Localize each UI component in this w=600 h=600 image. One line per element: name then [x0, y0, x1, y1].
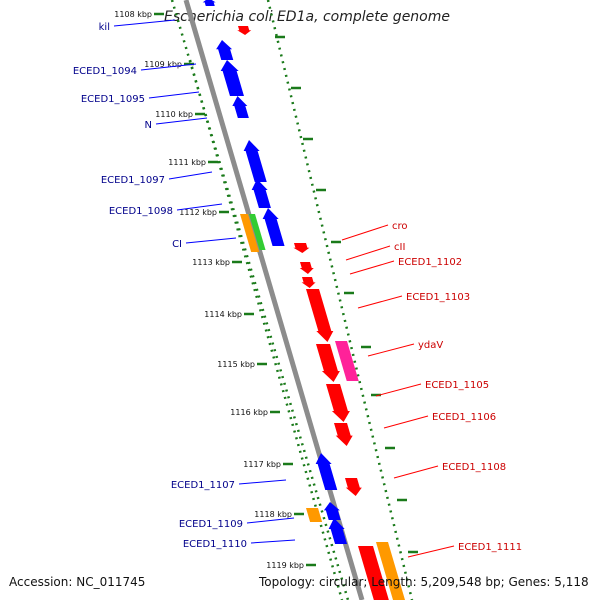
label-leader [367, 343, 415, 357]
gene-feature-eced1-1110 [328, 518, 348, 544]
gene-feature-eced1-1103 [306, 289, 334, 342]
gene-feature-eced1-1098 [251, 179, 271, 208]
tick-label: 1110 kbp [155, 110, 193, 119]
gene-label-right: ECED1_1103 [406, 292, 470, 303]
label-leader [349, 260, 395, 275]
gene-feature-eced1-1107 [315, 453, 338, 490]
label-leader [341, 224, 389, 241]
tick-label: 1118 kbp [254, 510, 292, 519]
label-leader [168, 171, 213, 180]
tick-label: 1109 kbp [144, 60, 182, 69]
gene-label-left: ECED1_1095 [81, 94, 145, 105]
gene-feature-cro [293, 243, 310, 253]
gene-feature-eced1-1108 [345, 478, 362, 496]
tick-label: 1119 kbp [266, 561, 304, 570]
gene-label-left: ECED1_1107 [171, 480, 235, 491]
tick-label: 1116 kbp [230, 408, 268, 417]
tick-label: 1114 kbp [204, 310, 242, 319]
gene-label-left: N [145, 120, 152, 131]
gene-feature-eced1-1097 [243, 140, 267, 182]
gene-feature-orange-b [306, 508, 323, 522]
gene-feature-eced1-1102 [301, 277, 316, 288]
tick-label: 1113 kbp [192, 258, 230, 267]
gene-label-right: ECED1_1108 [442, 462, 506, 473]
gene-feature-orange-c [376, 542, 406, 600]
label-leader [113, 19, 176, 27]
dotted-track-lines [170, 0, 414, 600]
label-leader [345, 245, 391, 261]
gene-feature-kil [202, 0, 216, 6]
gene-label-left: ECED1_1098 [109, 206, 173, 217]
gene-feature-eced1-1105 [326, 384, 350, 422]
gene-feature-n [232, 96, 249, 118]
topology-text: Topology: circular; Length: 5,209,548 bp… [259, 575, 589, 589]
gene-feature-eced1-1104 [316, 344, 340, 382]
label-leader [140, 63, 197, 71]
gene-label-left: kil [99, 22, 110, 33]
kbp-ticks: 1108 kbp 1109 kbp 1110 kbp 1111 kbp 1112 kbp… [114, 10, 418, 570]
gene-feature-ydav [335, 341, 359, 381]
label-leader [407, 545, 455, 558]
gene-label-left: CI [172, 239, 182, 250]
gene-label-left: ECED1_1110 [183, 539, 247, 550]
gene-feature-top-red [237, 26, 252, 35]
gene-label-right: cII [394, 242, 405, 253]
gene-label-left: ECED1_1097 [101, 175, 165, 186]
gene-label-right: ydaV [418, 340, 443, 351]
gene-feature-eced1-1094 [216, 40, 234, 60]
label-leader [238, 479, 287, 485]
gene-feature-cii [299, 262, 314, 274]
label-leader [393, 465, 439, 479]
gene-feature-eced1-1106 [334, 423, 353, 446]
label-leader [155, 117, 208, 125]
label-leader [375, 383, 422, 397]
backbone-ruler [183, 0, 365, 600]
label-leader [383, 415, 429, 429]
gene-feature-ci [262, 208, 285, 246]
accession-text: Accession: NC_011745 [9, 575, 146, 589]
gene-label-left: ECED1_1094 [73, 66, 137, 77]
label-leader [246, 517, 295, 524]
gene-feature-green [249, 214, 266, 250]
gene-labels: kil ECED1_1094 ECED1_1095 N ECED1_1097 ECED1_… [73, 19, 522, 558]
label-leader [357, 295, 403, 309]
track-line-inner-left [188, 59, 344, 600]
gene-label-right: ECED1_1102 [398, 257, 462, 268]
tick-label: 1112 kbp [179, 208, 217, 217]
label-leader [185, 237, 237, 244]
tick-label: 1111 kbp [168, 158, 206, 167]
gene-label-right: ECED1_1111 [458, 542, 522, 553]
tick-label: 1115 kbp [217, 360, 255, 369]
gene-feature-eced1-1095 [220, 60, 244, 96]
map-title: Escherichia coli ED1a, complete genome [164, 9, 450, 25]
label-leader [176, 203, 223, 211]
gene-label-left: ECED1_1109 [179, 519, 243, 530]
gene-features [202, 0, 406, 600]
gene-label-right: ECED1_1106 [432, 412, 496, 423]
gene-label-right: ECED1_1105 [425, 380, 489, 391]
label-leader [250, 539, 296, 544]
label-leader [148, 91, 200, 99]
gene-feature-eced1-1109 [323, 502, 341, 520]
tick-label: 1117 kbp [243, 460, 281, 469]
tick-label: 1108 kbp [114, 10, 152, 19]
gene-label-right: cro [392, 221, 408, 232]
gene-feature-eced1-1111 [358, 546, 389, 600]
track-line-right [266, 0, 414, 600]
gene-feature-orange-a [240, 214, 260, 252]
